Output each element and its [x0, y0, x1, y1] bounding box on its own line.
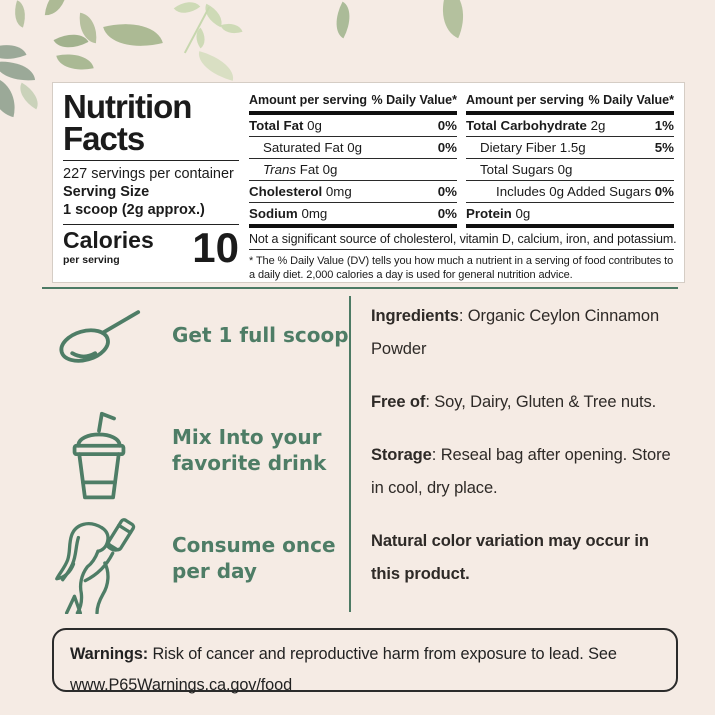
nutrition-row: Total Carbohydrate 2g 1%: [466, 118, 674, 133]
not-significant-note: Not a significant source of cholesterol,…: [249, 228, 677, 250]
servings-per-container: 227 servings per container: [63, 166, 234, 182]
nutrition-column-fats: Amount per serving % Daily Value* Total …: [249, 91, 457, 228]
title-line1: Nutrition: [63, 88, 192, 125]
leaf-icon: [9, 0, 31, 28]
section-divider-horizontal: [42, 287, 678, 289]
thick-rule: [466, 224, 674, 228]
nutrition-facts-title: Nutrition Facts: [63, 88, 239, 157]
calories-value: 10: [192, 224, 239, 271]
leaf-icon: [56, 48, 94, 76]
nutrition-row: Total Fat 0g 0%: [249, 118, 457, 133]
product-info-column: Ingredients: Organic Ceylon Cinnamon Pow…: [371, 300, 681, 611]
nutrition-row: Saturated Fat 0g 0%: [249, 136, 457, 158]
leaf-icon: [0, 76, 22, 118]
column-header-dv: % Daily Value*: [588, 93, 674, 107]
nutrition-row: Total Sugars 0g: [466, 158, 674, 180]
leaf-icon: [13, 82, 45, 110]
title-line2: Facts: [63, 120, 145, 157]
nutrition-row: Sodium 0mg 0%: [249, 202, 457, 224]
column-header-amount: Amount per serving: [466, 93, 585, 107]
nutrition-row: Protein 0g: [466, 202, 674, 224]
serving-size-value: 1 scoop (2g approx.): [63, 202, 205, 218]
section-divider-vertical: [349, 296, 351, 612]
thick-rule: [249, 111, 457, 115]
nutrition-facts-panel: Nutrition Facts 227 servings per contain…: [52, 82, 685, 283]
warnings-label: Warnings:: [70, 645, 149, 663]
leaf-icon: [0, 58, 36, 84]
leaf-icon: [173, 0, 201, 21]
direction-label: Consume once per day: [172, 533, 336, 583]
color-variation-note: Natural color variation may occur in thi…: [371, 532, 649, 583]
nutrition-summary-column: Nutrition Facts 227 servings per contain…: [63, 88, 239, 274]
free-of-section: Free of: Soy, Dairy, Gluten & Tree nuts.: [371, 393, 657, 411]
daily-value-footnote: * The % Daily Value (DV) tells you how m…: [249, 255, 674, 282]
storage-section: Storage: Reseal bag after opening. Store…: [371, 446, 671, 497]
leaf-icon: [44, 0, 68, 17]
calories-sublabel: per serving: [63, 254, 120, 266]
direction-label: Get 1 full scoop: [172, 323, 349, 347]
ingredients-section: Ingredients: Organic Ceylon Cinnamon Pow…: [371, 307, 660, 358]
thick-rule: [249, 224, 457, 228]
calories-label: Calories: [63, 227, 154, 253]
nutrition-row: Cholesterol 0mg 0%: [249, 180, 457, 202]
nutrition-row: Includes 0g Added Sugars 0%: [466, 180, 674, 202]
warnings-box: Warnings: Risk of cancer and reproductiv…: [52, 628, 678, 694]
serving-size-label: Serving Size: [63, 184, 150, 200]
drink-cup-icon: [70, 410, 128, 504]
leaf-icon: [430, 0, 476, 39]
column-header-amount: Amount per serving: [249, 93, 368, 107]
divider: [63, 160, 239, 161]
nutrition-row: Dietary Fiber 1.5g 5%: [466, 136, 674, 158]
nutrition-row: Trans Fat 0g: [249, 158, 457, 180]
person-drinking-icon: [46, 516, 148, 614]
column-header-dv: % Daily Value*: [371, 93, 457, 107]
direction-label: Mix Into your favorite drink: [172, 425, 327, 475]
divider: [63, 224, 239, 225]
thick-rule: [466, 111, 674, 115]
nutrition-column-carbs: Amount per serving % Daily Value* Total …: [466, 91, 674, 228]
leaf-icon: [194, 51, 238, 81]
calories-row: Calories per serving 10: [63, 224, 239, 271]
scoop-icon: [56, 304, 142, 368]
leaf-icon: [103, 13, 163, 57]
warnings-text: Risk of cancer and reproductive harm fro…: [70, 645, 617, 694]
leaf-icon: [220, 19, 243, 38]
leaf-icon: [327, 1, 359, 39]
